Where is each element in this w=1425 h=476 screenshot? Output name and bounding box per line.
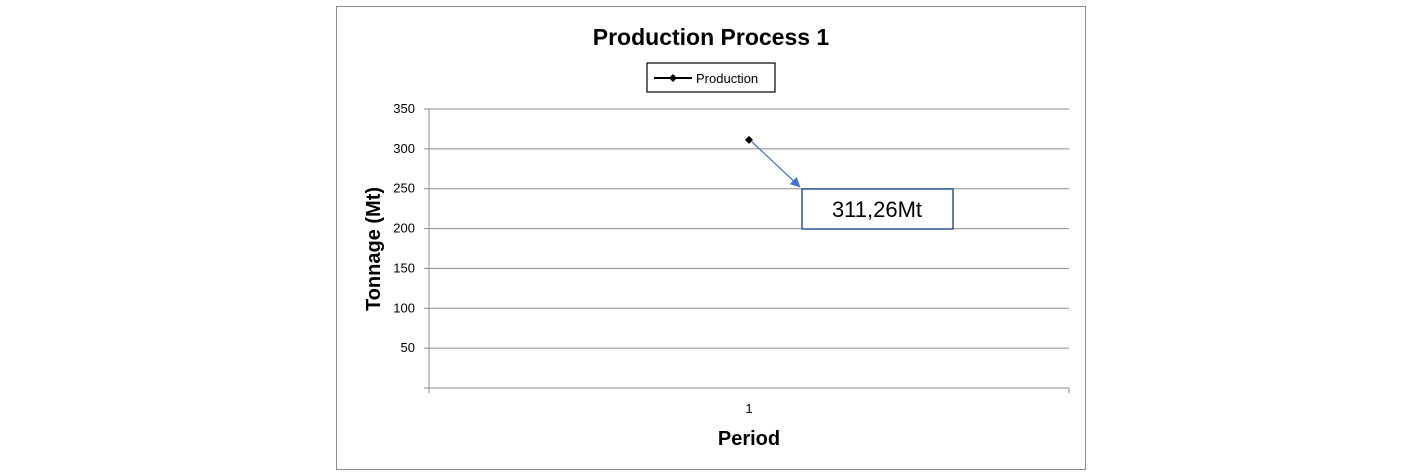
callout-box [801,188,954,230]
x-tick-label-1: 1 [745,401,752,416]
y-tick-label-200: 200 [393,221,415,236]
data-callout: 311,26Mt [750,140,954,230]
callout-arrow [750,140,801,188]
x-axis-title: Period [718,428,780,450]
y-tick-labels: 50 100 150 200 250 300 350 [393,101,415,355]
legend-entry-production: Production [696,71,758,86]
gridlines [429,108,1069,349]
axes [424,108,1070,393]
data-point-1 [745,135,753,144]
x-tick-labels: 1 [745,401,752,416]
y-axis-title: Tonnage (Mt) [363,187,385,311]
y-tick-label-250: 250 [393,181,415,196]
legend: Production [646,62,776,93]
callout-label: 311,26Mt [832,197,922,222]
chart-title: Production Process 1 [593,24,830,50]
y-tick-label-50: 50 [401,340,415,355]
y-tick-label-100: 100 [393,300,415,315]
y-tick-label-350: 350 [393,101,415,116]
legend-marker-icon [669,74,677,82]
y-tick-label-300: 300 [393,141,415,156]
series-production [745,135,753,144]
y-tick-label-150: 150 [393,260,415,275]
